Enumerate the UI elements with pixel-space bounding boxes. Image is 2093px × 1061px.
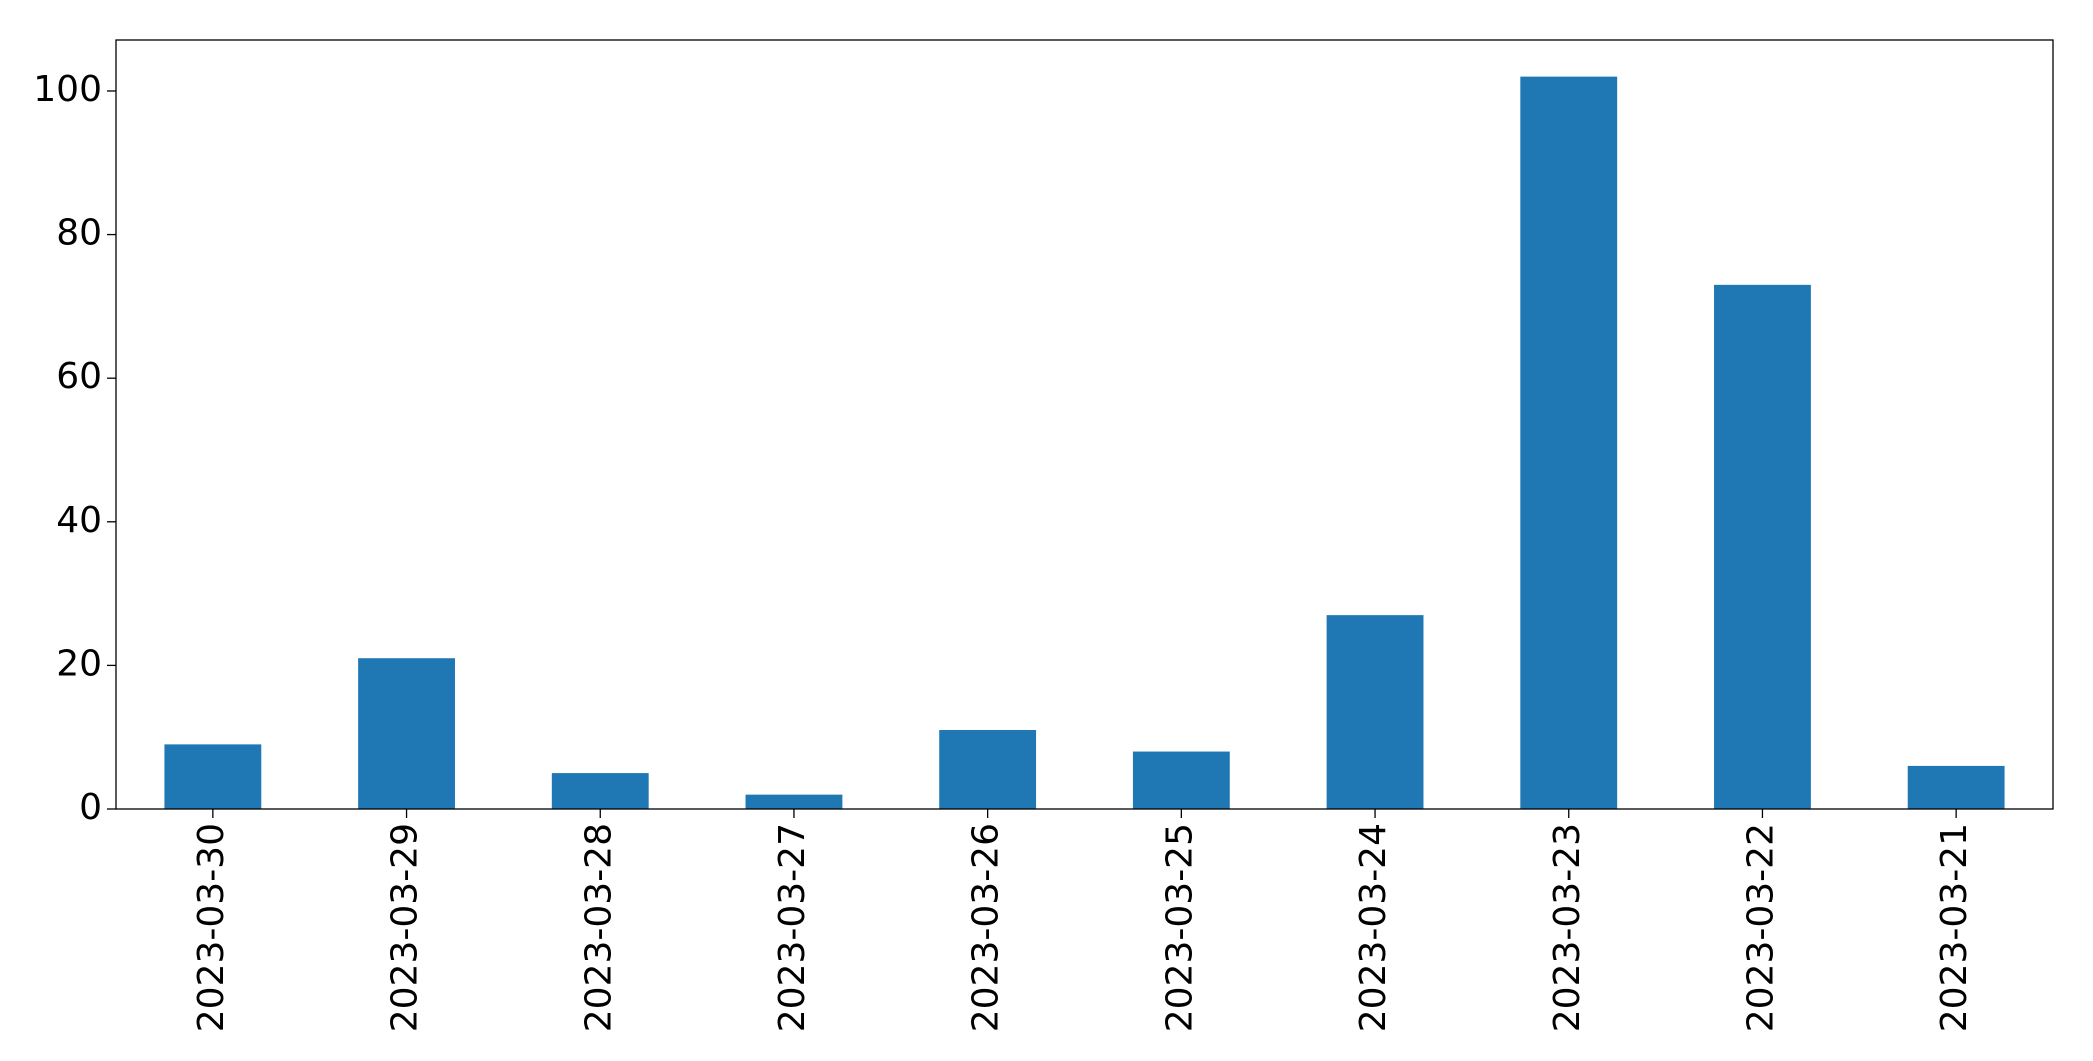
bar [1326,615,1424,809]
x-tick-label: 2023-03-26 [966,823,1007,1032]
x-tick-label: 2023-03-21 [1934,823,1975,1032]
plot-frame [115,39,2054,810]
bar [1132,751,1230,809]
bar [1520,76,1618,810]
bar [1907,765,2005,809]
y-tick-label: 20 [56,643,102,684]
bar [1714,284,1811,810]
x-tick-label: 2023-03-30 [191,823,232,1032]
bar [939,730,1037,809]
y-tick-label: 0 [79,787,102,828]
bar [551,773,649,809]
x-tick-label: 2023-03-29 [385,823,426,1032]
y-tick-label: 60 [56,356,102,397]
y-tick-label: 40 [56,500,102,541]
x-tick-label: 2023-03-23 [1547,823,1588,1032]
x-tick-label: 2023-03-24 [1353,823,1394,1032]
bar [358,658,455,809]
y-tick-label: 80 [56,213,102,254]
x-tick-label: 2023-03-28 [578,823,619,1032]
y-tick-label: 100 [33,69,102,110]
bar [164,744,262,809]
x-tick-label: 2023-03-22 [1740,823,1781,1032]
x-tick-label: 2023-03-25 [1159,823,1200,1032]
bar [745,794,843,809]
x-tick-label: 2023-03-27 [772,823,813,1032]
